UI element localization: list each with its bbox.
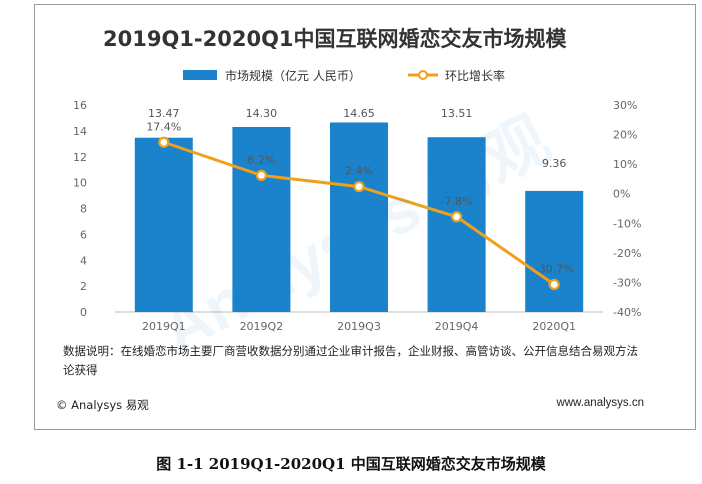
bar-value-label: 13.51 (441, 107, 473, 120)
y-left-tick-label: 6 (80, 228, 87, 241)
growth-point (548, 278, 560, 291)
y-right-tick-label: 30% (613, 99, 637, 112)
y-right-tick-label: 20% (613, 129, 637, 142)
y-right-tick-label: 10% (613, 158, 637, 171)
bar-value-label: 14.65 (343, 107, 375, 120)
x-tick-label: 2020Q1 (532, 320, 576, 333)
bar-value-label: 13.47 (148, 107, 180, 120)
chart-title: 2019Q1-2020Q1中国互联网婚恋交友市场规模 (103, 27, 568, 51)
chart: 2019Q1-2020Q1中国互联网婚恋交友市场规模 市场规模（亿元 人民币） … (73, 27, 641, 333)
figure-caption: 图 1-1 2019Q1-2020Q1 中国互联网婚恋交友市场规模 (156, 455, 546, 473)
bar (330, 122, 388, 312)
growth-point (255, 169, 267, 181)
growth-point (451, 211, 463, 223)
legend-label-bar: 市场规模（亿元 人民币） (225, 68, 361, 83)
y-right-tick-label: -40% (613, 306, 641, 319)
growth-value-label: -7.8% (441, 195, 473, 208)
y-right-tick-label: -20% (613, 247, 641, 260)
footer-brand: © Analysys 易观 (56, 398, 149, 412)
growth-value-label: 17.4% (146, 120, 181, 133)
bar (525, 190, 584, 312)
x-tick-label: 2019Q2 (240, 320, 284, 333)
y-right-tick-label: -10% (613, 217, 641, 230)
bar (232, 126, 291, 313)
y-left-tick-label: 10 (73, 177, 87, 190)
y-right-tick-label: -30% (613, 276, 641, 289)
growth-value-label: -30.7% (535, 262, 574, 275)
bar (134, 137, 193, 312)
bar (427, 137, 486, 312)
footer-url[interactable]: www.analysys.cn (556, 397, 644, 409)
legend-swatch-bar (183, 70, 217, 80)
growth-point (353, 181, 365, 193)
x-tick-label: 2019Q3 (337, 320, 381, 333)
y-left-tick-label: 8 (80, 203, 87, 216)
legend-label-line: 环比增长率 (445, 68, 505, 83)
y-left-tick-label: 14 (73, 125, 87, 138)
x-tick-label: 2019Q1 (142, 320, 186, 333)
y-left-tick-label: 2 (80, 280, 87, 293)
legend-swatch-marker (418, 70, 428, 80)
growth-point (158, 136, 170, 148)
x-tick-label: 2019Q4 (435, 320, 479, 333)
growth-value-label: 2.4% (345, 165, 373, 178)
bar-value-label: 9.36 (542, 157, 567, 170)
y-left-tick-label: 12 (73, 151, 87, 164)
y-right-tick-label: 0% (613, 188, 630, 201)
growth-value-label: 6.2% (247, 153, 275, 166)
bar-value-label: 14.30 (246, 107, 278, 120)
plot-area: 0 2 4 6 8 10 12 14 16 -40% -30% -20% -10% 0% 10% 20% 30%… (73, 99, 641, 333)
y-left-tick-label: 4 (80, 254, 87, 267)
y-left-tick-label: 0 (80, 306, 87, 319)
y-left-tick-label: 16 (73, 99, 87, 112)
data-note: 数据说明：在线婚恋市场主要厂商营收数据分别通过企业审计报告，企业财报、高管访谈、… (63, 344, 638, 377)
